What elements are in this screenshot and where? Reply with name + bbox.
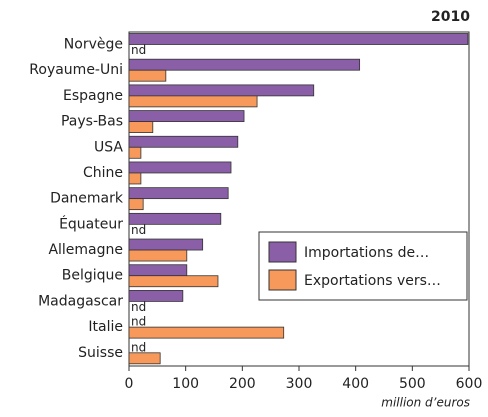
bar	[128, 352, 161, 365]
x-tick-label: 200	[229, 376, 256, 392]
bar	[128, 58, 361, 71]
bar	[128, 238, 204, 251]
y-tick-label: Pays-Bas	[61, 114, 123, 130]
bar	[128, 326, 285, 339]
y-tick-label: Italie	[88, 319, 123, 335]
bar	[128, 135, 239, 148]
x-tick-label: 500	[399, 376, 426, 392]
legend-label: Exportations vers…	[304, 273, 441, 289]
y-tick-label: Équateur	[59, 215, 123, 232]
bar	[128, 84, 315, 97]
bar	[128, 290, 184, 302]
y-tick-label: Allemagne	[48, 242, 123, 258]
bar	[128, 110, 245, 122]
bar	[128, 212, 222, 225]
x-tick-label: 100	[172, 376, 199, 392]
value-label: nd	[131, 340, 146, 354]
bar	[128, 161, 232, 174]
bar	[128, 172, 142, 185]
x-tick-label: 300	[286, 376, 313, 392]
x-tick-label: 0	[125, 376, 134, 392]
bar	[128, 249, 188, 262]
bar	[128, 69, 167, 82]
y-tick-label: Suisse	[78, 345, 123, 361]
bar	[128, 33, 469, 45]
y-tick-label: Belgique	[62, 268, 123, 284]
bar	[128, 95, 258, 108]
y-tick-label: Danemark	[50, 191, 124, 207]
chart-title: 2010	[431, 9, 470, 25]
value-label: nd	[131, 315, 146, 329]
y-tick-label: Norvège	[64, 37, 123, 53]
bar	[128, 187, 229, 200]
x-axis-label: million d’euros	[381, 396, 470, 410]
y-tick-label: Madagascar	[38, 293, 123, 309]
value-label: nd	[131, 300, 146, 314]
bar	[128, 121, 154, 133]
bar	[128, 198, 144, 211]
y-tick-label: Royaume-Uni	[29, 62, 123, 78]
value-label: nd	[131, 43, 146, 57]
bar	[128, 146, 142, 159]
y-tick-label: Espagne	[63, 88, 123, 104]
y-tick-label: USA	[94, 139, 123, 155]
y-tick-label: Chine	[83, 165, 123, 181]
x-tick-label: 600	[456, 376, 483, 392]
value-label: nd	[131, 223, 146, 237]
legend-swatch	[268, 269, 297, 291]
legend-label: Importations de…	[304, 245, 429, 261]
x-tick-label: 400	[342, 376, 369, 392]
bar	[128, 275, 219, 288]
legend-swatch	[268, 241, 297, 263]
bar	[128, 264, 188, 277]
